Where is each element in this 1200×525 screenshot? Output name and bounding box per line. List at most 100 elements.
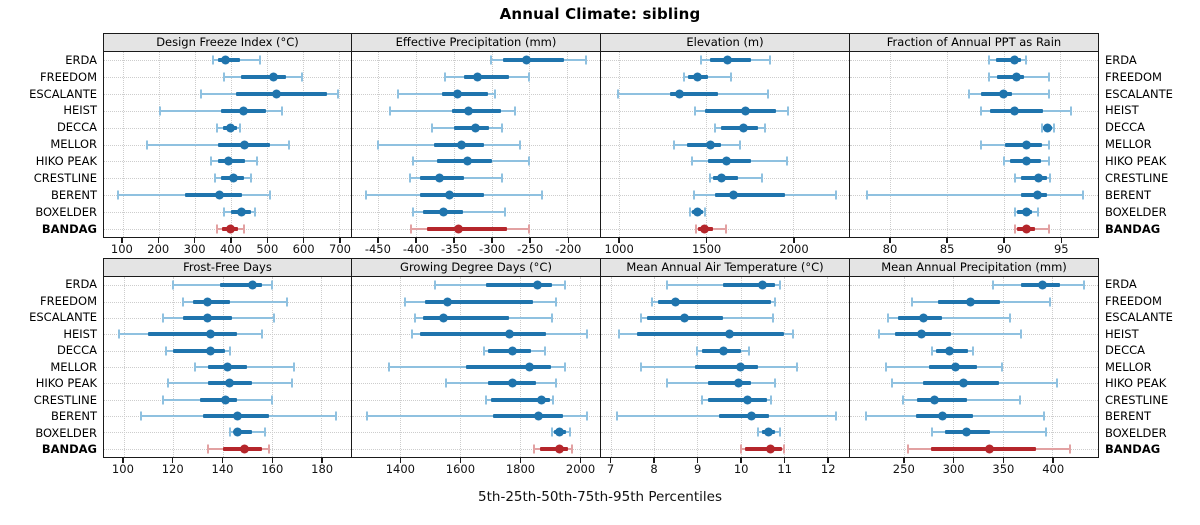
whisker-cap <box>979 140 982 149</box>
percentile-25-75-bar <box>670 92 719 97</box>
whisker-cap <box>552 395 555 405</box>
median-dot <box>723 55 733 65</box>
whisker-cap <box>1083 280 1086 290</box>
median-dot <box>272 89 282 99</box>
axis-tick-label: -400 <box>402 242 430 256</box>
axis-tick <box>529 238 531 243</box>
site-label: HIKO PEAK <box>1105 376 1167 391</box>
whisker-cap <box>769 55 772 65</box>
axis-tick <box>230 238 232 243</box>
median-dot <box>766 444 776 454</box>
whisker-cap <box>259 55 262 65</box>
whisker-cap <box>1013 207 1016 217</box>
percentile-25-75-bar <box>917 397 968 402</box>
whisker-cap <box>285 297 288 307</box>
whisker-cap <box>1025 55 1028 65</box>
site-label: FREEDOM <box>1105 293 1162 308</box>
median-dot <box>232 427 242 437</box>
horizontal-gridline <box>352 60 600 62</box>
median-dot <box>741 106 751 116</box>
median-dot <box>1021 224 1031 234</box>
percentile-25-75-bar <box>539 446 568 451</box>
site-label: ERDA <box>65 52 97 67</box>
median-dot <box>1021 140 1031 149</box>
percentile-25-75-bar <box>695 365 758 369</box>
axis-tick <box>339 238 341 243</box>
whisker-cap <box>164 346 167 356</box>
horizontal-gridline <box>850 144 1098 146</box>
axis-tick-label: 250 <box>892 462 915 476</box>
site-label: ESCALANTE <box>1105 310 1173 325</box>
site-label: ESCALANTE <box>29 86 97 101</box>
whisker-cap <box>1048 72 1051 82</box>
median-dot <box>1034 173 1044 183</box>
whisker-cap <box>162 395 165 405</box>
median-dot <box>1010 106 1020 116</box>
whisker-cap <box>268 444 271 454</box>
site-label: ERDA <box>1105 277 1137 292</box>
percentile-5-95-line <box>366 415 588 418</box>
whisker-cap <box>834 411 837 421</box>
site-label: BOXELDER <box>35 425 97 440</box>
whisker-cap <box>1019 329 1022 339</box>
panel-strip: Effective Precipitation (mm) <box>352 33 601 52</box>
percentile-25-75-bar <box>723 283 776 288</box>
axis-tick <box>783 458 786 463</box>
axis-tick <box>459 458 462 463</box>
median-dot <box>229 173 239 183</box>
site-label: HIKO PEAK <box>35 154 97 169</box>
median-dot <box>746 411 756 421</box>
axis-tick <box>1060 238 1063 243</box>
axis-tick <box>399 458 402 463</box>
median-dot <box>533 411 543 421</box>
panel-group: Frost-Free Days Growing Degree Days (°C) M… <box>103 258 1099 458</box>
whisker-cap <box>795 362 798 372</box>
median-dot <box>268 72 278 82</box>
whisker-cap <box>1056 378 1059 388</box>
site-label: HEIST <box>1105 103 1139 118</box>
site-label: ERDA <box>65 277 97 292</box>
percentile-25-75-bar <box>465 365 552 369</box>
axis-growing-degree-days: 1400 1600 1800 2000 <box>352 458 601 480</box>
axis-tick <box>321 458 323 463</box>
axis-frost-free-days: 100 120 140 160 180 <box>103 458 352 480</box>
whisker-cap <box>228 427 231 437</box>
whisker-cap <box>673 140 676 149</box>
horizontal-gridline <box>850 127 1098 129</box>
axis-tick <box>889 238 891 243</box>
axis-group: 100 200 300 400 500 600 700 -450 -400 -350 -300 -25… <box>103 238 1099 260</box>
whisker-cap <box>250 173 253 183</box>
strip-spacer <box>1099 33 1200 52</box>
whisker-cap <box>696 346 699 356</box>
axis-tick-label: 400 <box>1042 462 1065 476</box>
whisker-cap <box>431 123 434 133</box>
whisker-cap <box>388 106 391 116</box>
whisker-cap <box>551 313 554 323</box>
median-dot <box>438 313 448 323</box>
whisker-cap <box>688 207 691 217</box>
axis-tick-label: 11 <box>777 462 793 476</box>
site-label: HEIST <box>63 103 97 118</box>
whisker-cap <box>263 427 266 437</box>
site-label: FREEDOM <box>1105 69 1162 84</box>
axis-gutter-left <box>0 238 103 260</box>
whisker-cap <box>1041 123 1044 133</box>
site-label: HEIST <box>63 326 97 341</box>
percentile-25-75-bar <box>442 92 488 97</box>
site-label: MELLOR <box>1105 359 1152 374</box>
site-labels-left: ERDA FREEDOM ESCALANTE HEIST DECCA MELLOR HIKO… <box>0 258 103 458</box>
axis-tick <box>193 238 196 243</box>
site-label: DECCA <box>1105 120 1146 135</box>
axis-row-bottom: 100 120 140 160 180 1400 1600 1800 2000 7 8 9 10 11 12… <box>0 458 1200 480</box>
axis-tick-label: 600 <box>292 242 315 256</box>
site-label: ESCALANTE <box>29 310 97 325</box>
percentile-25-75-bar <box>995 58 1021 63</box>
whisker-cap <box>518 140 521 149</box>
strip-spacer <box>0 33 103 52</box>
median-dot <box>716 173 726 183</box>
site-labels-right: ERDA FREEDOM ESCALANTE HEIST DECCA MELLOR HIKO… <box>1099 258 1200 458</box>
whisker-cap <box>571 444 574 454</box>
median-dot <box>733 378 743 388</box>
site-label: DECCA <box>1105 343 1146 358</box>
percentile-25-75-bar <box>718 414 769 419</box>
